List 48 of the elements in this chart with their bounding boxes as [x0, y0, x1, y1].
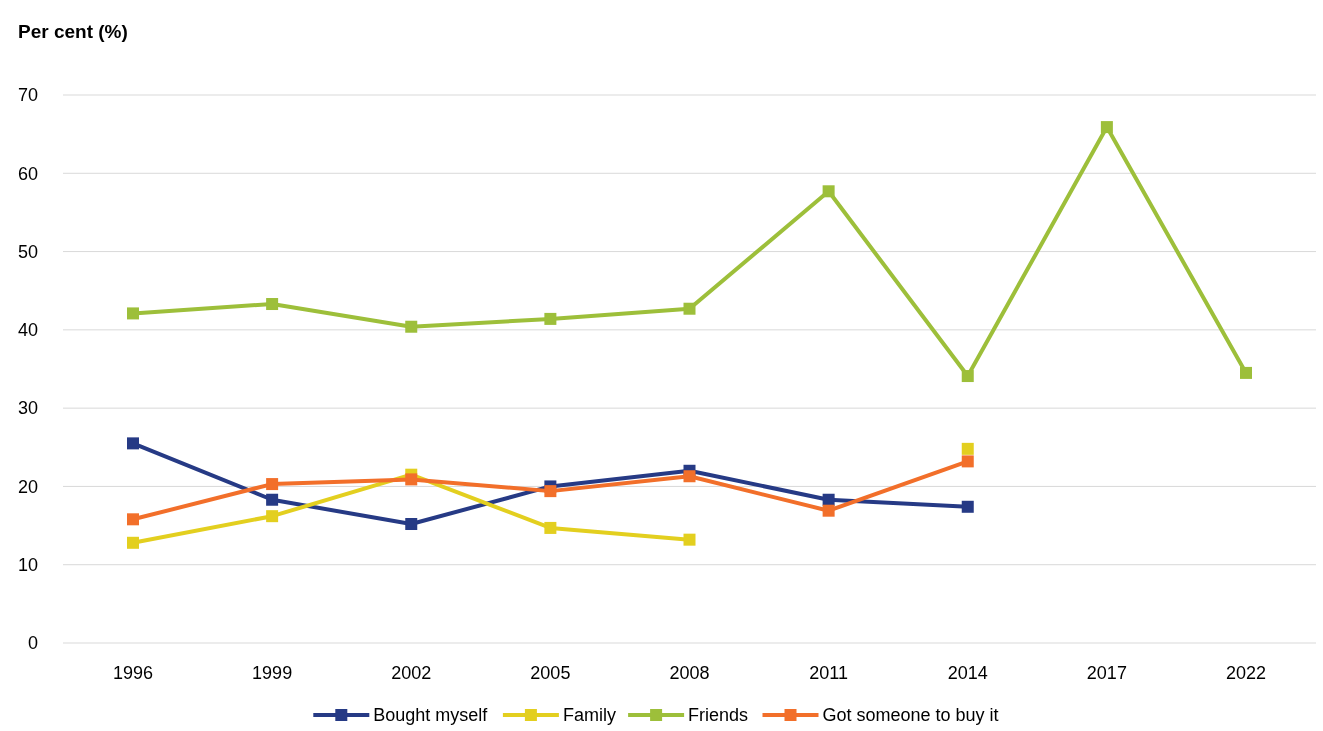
point [127, 536, 139, 549]
x-tick-label: 1996 [112, 663, 154, 683]
y-tick-label: 10 [17, 555, 38, 576]
x-tick-label: 2008 [669, 663, 710, 683]
point [266, 298, 279, 311]
legend-label: Got someone to buy it [822, 705, 999, 725]
point [1100, 121, 1113, 134]
legend-label: Bought myself [373, 705, 489, 725]
x-tick-label: 2002 [391, 663, 432, 683]
y-tick-label: 20 [17, 476, 38, 497]
point [683, 533, 696, 546]
y-tick-label: 60 [17, 163, 38, 184]
point [961, 500, 974, 513]
point [961, 455, 974, 468]
y-tick-label: 70 [17, 85, 38, 106]
point [127, 437, 139, 450]
point [544, 521, 557, 534]
y-tick-label: 50 [17, 241, 38, 262]
point [822, 504, 835, 517]
point [266, 510, 279, 523]
x-tick-label: 2017 [1086, 663, 1127, 683]
point [1240, 366, 1252, 379]
point [822, 185, 835, 198]
point [266, 493, 279, 506]
point [405, 320, 418, 333]
y-axis-title: Per cent (%) [18, 21, 128, 42]
x-tick-label: 2022 [1225, 663, 1267, 683]
point [405, 473, 418, 486]
point [127, 307, 139, 320]
y-tick-label: 0 [27, 633, 38, 654]
point [544, 485, 557, 498]
point [822, 493, 835, 506]
y-tick-label: 30 [17, 398, 38, 419]
legend-label: Friends [688, 705, 749, 725]
point [266, 478, 279, 491]
point [405, 518, 418, 531]
x-tick-label: 1999 [252, 663, 293, 683]
x-tick-label: 2014 [947, 663, 988, 683]
point [961, 370, 974, 383]
x-tick-label: 2011 [809, 663, 848, 683]
x-tick-label: 2005 [530, 663, 571, 683]
point [961, 442, 974, 455]
legend-label: Family [562, 705, 616, 725]
point [544, 312, 557, 325]
y-tick-label: 40 [17, 320, 38, 341]
point [683, 302, 696, 315]
point [683, 470, 696, 483]
point [127, 513, 139, 526]
